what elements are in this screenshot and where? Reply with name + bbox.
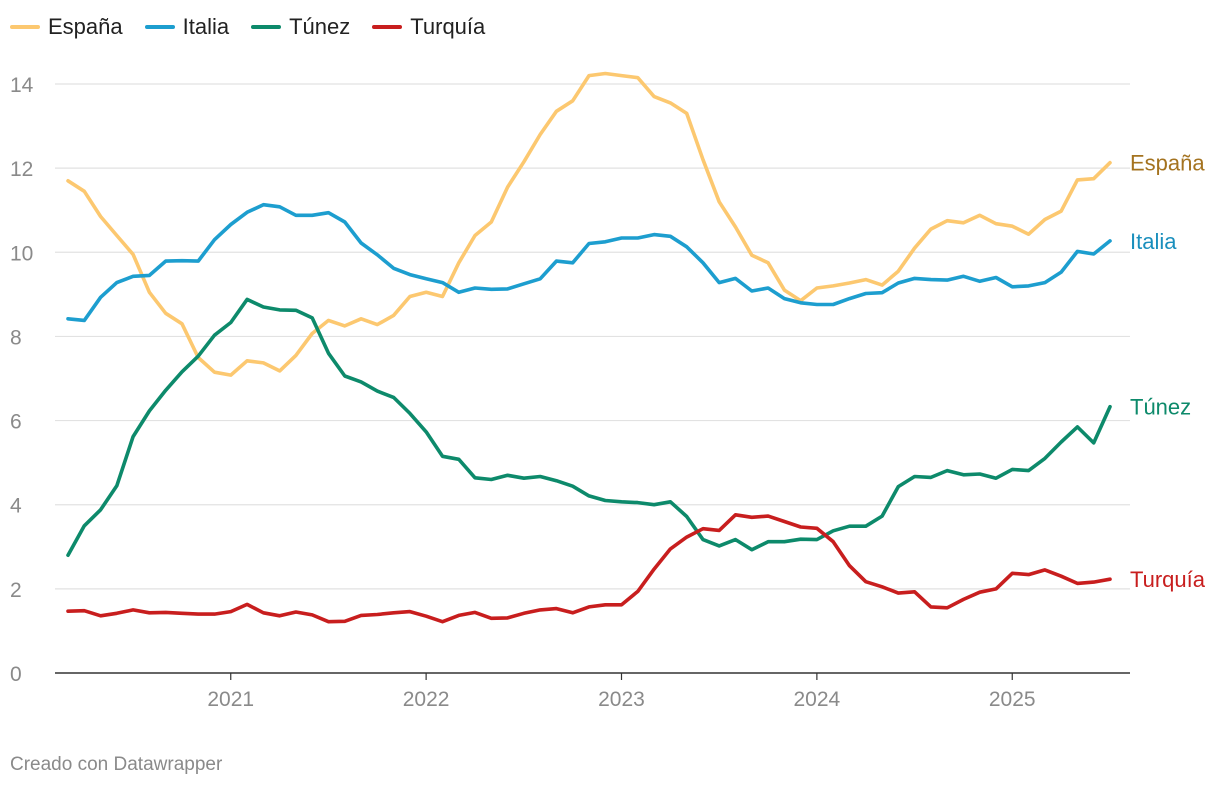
- end-label-túnez: Túnez: [1130, 395, 1191, 420]
- legend-item: Túnez: [251, 14, 350, 40]
- series-line-españa: [66, 71, 1112, 377]
- y-tick-label: 4: [10, 495, 22, 518]
- legend-label: España: [48, 14, 123, 39]
- y-tick-label: 0: [10, 663, 22, 686]
- legend-label: Italia: [182, 14, 230, 39]
- legend-item: Turquía: [372, 14, 485, 40]
- end-label-turquía: Turquía: [1130, 567, 1206, 592]
- y-tick-label: 14: [10, 74, 34, 97]
- x-tick-label: 2025: [989, 688, 1036, 711]
- legend-swatch: [372, 25, 403, 29]
- series-end-labels: España Italia Túnez Turquía: [1130, 151, 1206, 593]
- x-tick-label: 2024: [794, 688, 841, 711]
- credit-text: Creado con Datawrapper: [10, 754, 223, 775]
- y-tick-label: 2: [10, 579, 22, 602]
- series-line-túnez: [66, 297, 1112, 557]
- end-label-italia: Italia: [1130, 229, 1177, 254]
- y-tick-label: 12: [10, 158, 33, 181]
- x-tick-label: 2022: [403, 688, 450, 711]
- y-tick-label: 10: [10, 242, 33, 265]
- x-tick-label: 2021: [207, 688, 254, 711]
- legend-label: Túnez: [289, 14, 351, 39]
- legend-label: Turquía: [410, 14, 486, 39]
- legend-swatch: [144, 25, 175, 29]
- series-line-italia: [66, 202, 1112, 323]
- series-lines: [66, 71, 1112, 624]
- x-tick-label: 2023: [598, 688, 645, 711]
- legend: España Italia Túnez Turquía: [10, 14, 485, 40]
- grid-lines: [55, 83, 1130, 674]
- y-tick-label: 6: [10, 411, 22, 434]
- x-axis-ticks: 2021 2022 2023 2024 2025: [207, 673, 1036, 711]
- legend-swatch: [10, 25, 40, 29]
- series-line-turquía: [66, 513, 1112, 624]
- end-label-españa: España: [1130, 151, 1205, 176]
- legend-swatch: [251, 25, 282, 29]
- legend-item: Italia: [144, 14, 230, 40]
- legend-item: España: [10, 14, 123, 40]
- y-tick-label: 8: [10, 326, 22, 349]
- y-axis-ticks: 0 2 4 6 8 10 12 14: [10, 74, 34, 686]
